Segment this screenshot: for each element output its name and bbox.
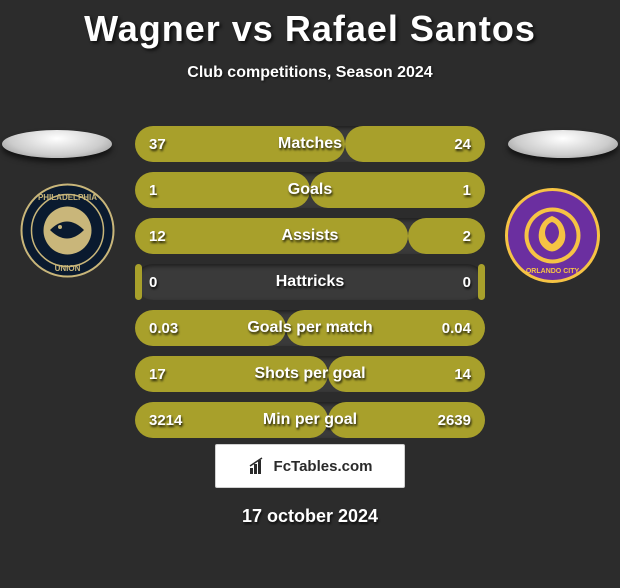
stat-row: 0Hattricks0 bbox=[135, 264, 485, 300]
brand-tag: FcTables.com bbox=[215, 444, 405, 488]
stat-label: Min per goal bbox=[135, 411, 485, 429]
stat-row: 3214Min per goal2639 bbox=[135, 402, 485, 438]
stat-label: Matches bbox=[135, 135, 485, 153]
stat-row: 1Goals1 bbox=[135, 172, 485, 208]
stat-row: 0.03Goals per match0.04 bbox=[135, 310, 485, 346]
stat-value-right: 2639 bbox=[438, 412, 471, 429]
brand-text: FcTables.com bbox=[274, 458, 373, 475]
stat-label: Hattricks bbox=[135, 273, 485, 291]
stat-label: Goals per match bbox=[135, 319, 485, 337]
comparison-chart: 37Matches241Goals112Assists20Hattricks00… bbox=[0, 126, 620, 448]
stat-value-right: 24 bbox=[454, 136, 471, 153]
stat-label: Assists bbox=[135, 227, 485, 245]
stat-row: 12Assists2 bbox=[135, 218, 485, 254]
date-line: 17 october 2024 bbox=[0, 506, 620, 527]
stat-value-right: 14 bbox=[454, 366, 471, 383]
subtitle: Club competitions, Season 2024 bbox=[0, 64, 620, 82]
stat-label: Shots per goal bbox=[135, 365, 485, 383]
stat-value-right: 2 bbox=[463, 228, 471, 245]
stat-value-right: 0 bbox=[463, 274, 471, 291]
stat-label: Goals bbox=[135, 181, 485, 199]
brand-logo-icon bbox=[248, 456, 268, 476]
stat-value-right: 1 bbox=[463, 182, 471, 199]
stat-value-right: 0.04 bbox=[442, 320, 471, 337]
stat-row: 37Matches24 bbox=[135, 126, 485, 162]
page-title: Wagner vs Rafael Santos bbox=[0, 8, 620, 50]
stat-row: 17Shots per goal14 bbox=[135, 356, 485, 392]
